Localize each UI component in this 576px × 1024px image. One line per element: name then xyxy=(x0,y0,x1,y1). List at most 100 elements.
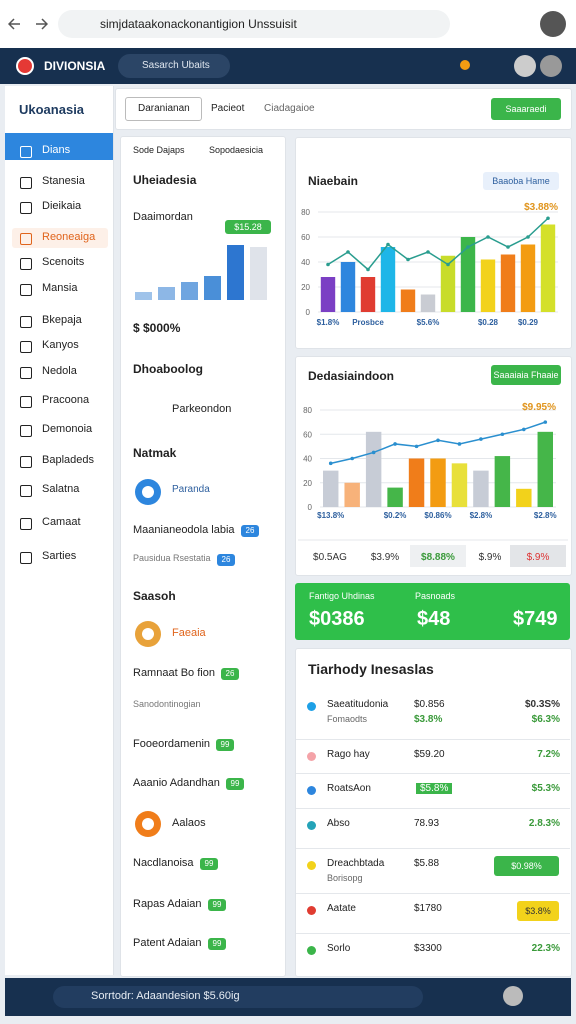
dot xyxy=(307,786,316,795)
row-change: $0.3S% xyxy=(524,699,560,710)
nav-icon xyxy=(20,485,32,497)
card-title: Daaimordan xyxy=(133,211,193,223)
button[interactable]: Saaaiaia Fhaaie xyxy=(491,365,561,385)
badge: 26 xyxy=(221,668,239,680)
panel-item: Sanodontinogian xyxy=(133,699,201,709)
avatar[interactable] xyxy=(503,986,523,1006)
nav-icon xyxy=(20,425,32,437)
row-change: 7.2% xyxy=(537,749,560,760)
row-change: $5.3% xyxy=(531,783,560,794)
big-value: $ $000% xyxy=(133,321,181,335)
nav-item: Mansia xyxy=(42,282,78,294)
badge: 99 xyxy=(208,899,226,911)
nav-item: Kanyos xyxy=(42,339,79,351)
taskbar-text: Sorrtodr: Adaandesion $5.60ig xyxy=(91,990,240,1002)
row-name: Saeatitudonia xyxy=(327,699,389,710)
row-sub: Borisopg xyxy=(327,873,363,883)
tab[interactable]: Ciadagaioe xyxy=(264,103,315,114)
logo-icon xyxy=(16,57,34,75)
badge: 99 xyxy=(216,739,234,751)
row-line xyxy=(296,773,570,774)
nav-item: Sarties xyxy=(42,550,77,562)
nav-item: Nedola xyxy=(42,365,77,377)
nav-item: Dieikaia xyxy=(42,200,82,212)
dot xyxy=(307,946,316,955)
row-change: 2.8.3% xyxy=(528,818,560,829)
tab[interactable]: Daranianan xyxy=(138,103,190,114)
banner-value: $749 xyxy=(513,608,558,630)
icon[interactable] xyxy=(460,60,470,70)
task-search[interactable] xyxy=(53,986,423,1008)
badge: 99 xyxy=(208,938,226,950)
tab[interactable]: Pacieot xyxy=(211,103,245,114)
brand: Ukoanasia xyxy=(19,102,85,117)
panel-item: Nacdlanoisa xyxy=(133,857,194,869)
panel-item: Fooeordamenin xyxy=(133,738,211,750)
search-text: Sasarch Ubaits xyxy=(142,60,210,71)
taskbar: Sorrtodr: Adaandesion $5.60ig xyxy=(5,978,571,1016)
avatar[interactable] xyxy=(514,55,536,77)
nav-icon xyxy=(20,202,32,214)
row-change: $0.98% xyxy=(494,856,559,876)
row-value: $1780 xyxy=(414,903,442,914)
avatar[interactable] xyxy=(540,11,566,37)
nav-item: Scenoits xyxy=(42,256,85,268)
row-line xyxy=(296,808,570,809)
panel-tab[interactable]: Sopodaesicia xyxy=(209,145,264,155)
nav-icon xyxy=(20,552,32,564)
chart-card: Niaebain Baaoba Hame xyxy=(295,137,572,349)
nav-item: Reoneaiga xyxy=(42,231,96,243)
panel-item: Maanianeodola labia xyxy=(133,524,235,536)
nav-item: Stanesia xyxy=(42,175,85,187)
banner-label: Fantigo Uhdinas xyxy=(309,591,375,601)
search[interactable] xyxy=(118,54,230,78)
badge: 99 xyxy=(226,778,244,790)
dropdown[interactable]: Uheiadesia xyxy=(133,173,197,187)
table-title: Tiarhody Inesaslas xyxy=(308,661,434,677)
chart-title: Dedasiaindoon xyxy=(308,369,395,383)
row-value: $59.20 xyxy=(414,749,445,760)
avatar[interactable] xyxy=(540,55,562,77)
dot xyxy=(307,702,316,711)
panel-item: Natmak xyxy=(133,446,177,460)
url-bar[interactable] xyxy=(58,10,450,38)
panel-tab[interactable]: Sode Dajaps xyxy=(133,145,185,155)
highlight xyxy=(12,228,108,248)
row-line xyxy=(296,893,570,894)
banner-value: $0386 xyxy=(309,608,365,630)
banner-label: Pasnoads xyxy=(415,591,456,601)
badge: $15.28 xyxy=(225,220,271,234)
nav-item: Demonoia xyxy=(42,423,93,435)
nav-icon xyxy=(20,367,32,379)
nav-item: Pracoona xyxy=(42,394,90,406)
button[interactable]: Baaoba Hame xyxy=(483,172,559,190)
panel-item: Saasoh xyxy=(133,589,176,603)
panel-item: Ramnaat Bo fion xyxy=(133,667,215,679)
row-value: $5.88 xyxy=(414,858,440,869)
tab-box[interactable] xyxy=(125,97,202,121)
button[interactable]: Saaaraedi xyxy=(491,98,561,120)
row-name: Rago hay xyxy=(327,749,370,760)
dot xyxy=(307,861,316,870)
row-value: 78.93 xyxy=(414,818,440,829)
banner-value: $48 xyxy=(417,608,451,630)
panel-item: Dhoaboolog xyxy=(133,362,203,376)
nav-icon xyxy=(20,316,32,328)
dot xyxy=(307,821,316,830)
toolbar: Daranianan Pacieot Ciadagaioe Saaaraedi xyxy=(115,88,572,130)
nav-icon xyxy=(20,341,32,353)
nav-icon xyxy=(20,258,32,270)
nav-arrows[interactable] xyxy=(8,14,48,34)
nav-icon xyxy=(20,284,32,296)
row-change: $3.8% xyxy=(517,901,559,921)
row-name: Abso xyxy=(327,818,350,829)
nav-item: Bkepaja xyxy=(42,314,82,326)
logo: DIVIONSIA xyxy=(44,59,106,73)
panel-item: Aalaos xyxy=(172,817,206,829)
nav-icon xyxy=(20,396,32,408)
dot xyxy=(307,752,316,761)
panel-item: Rapas Adaian xyxy=(133,898,202,910)
panel-item: Pausidua Rsestatia xyxy=(133,553,211,563)
nav-item: Camaat xyxy=(42,516,81,528)
